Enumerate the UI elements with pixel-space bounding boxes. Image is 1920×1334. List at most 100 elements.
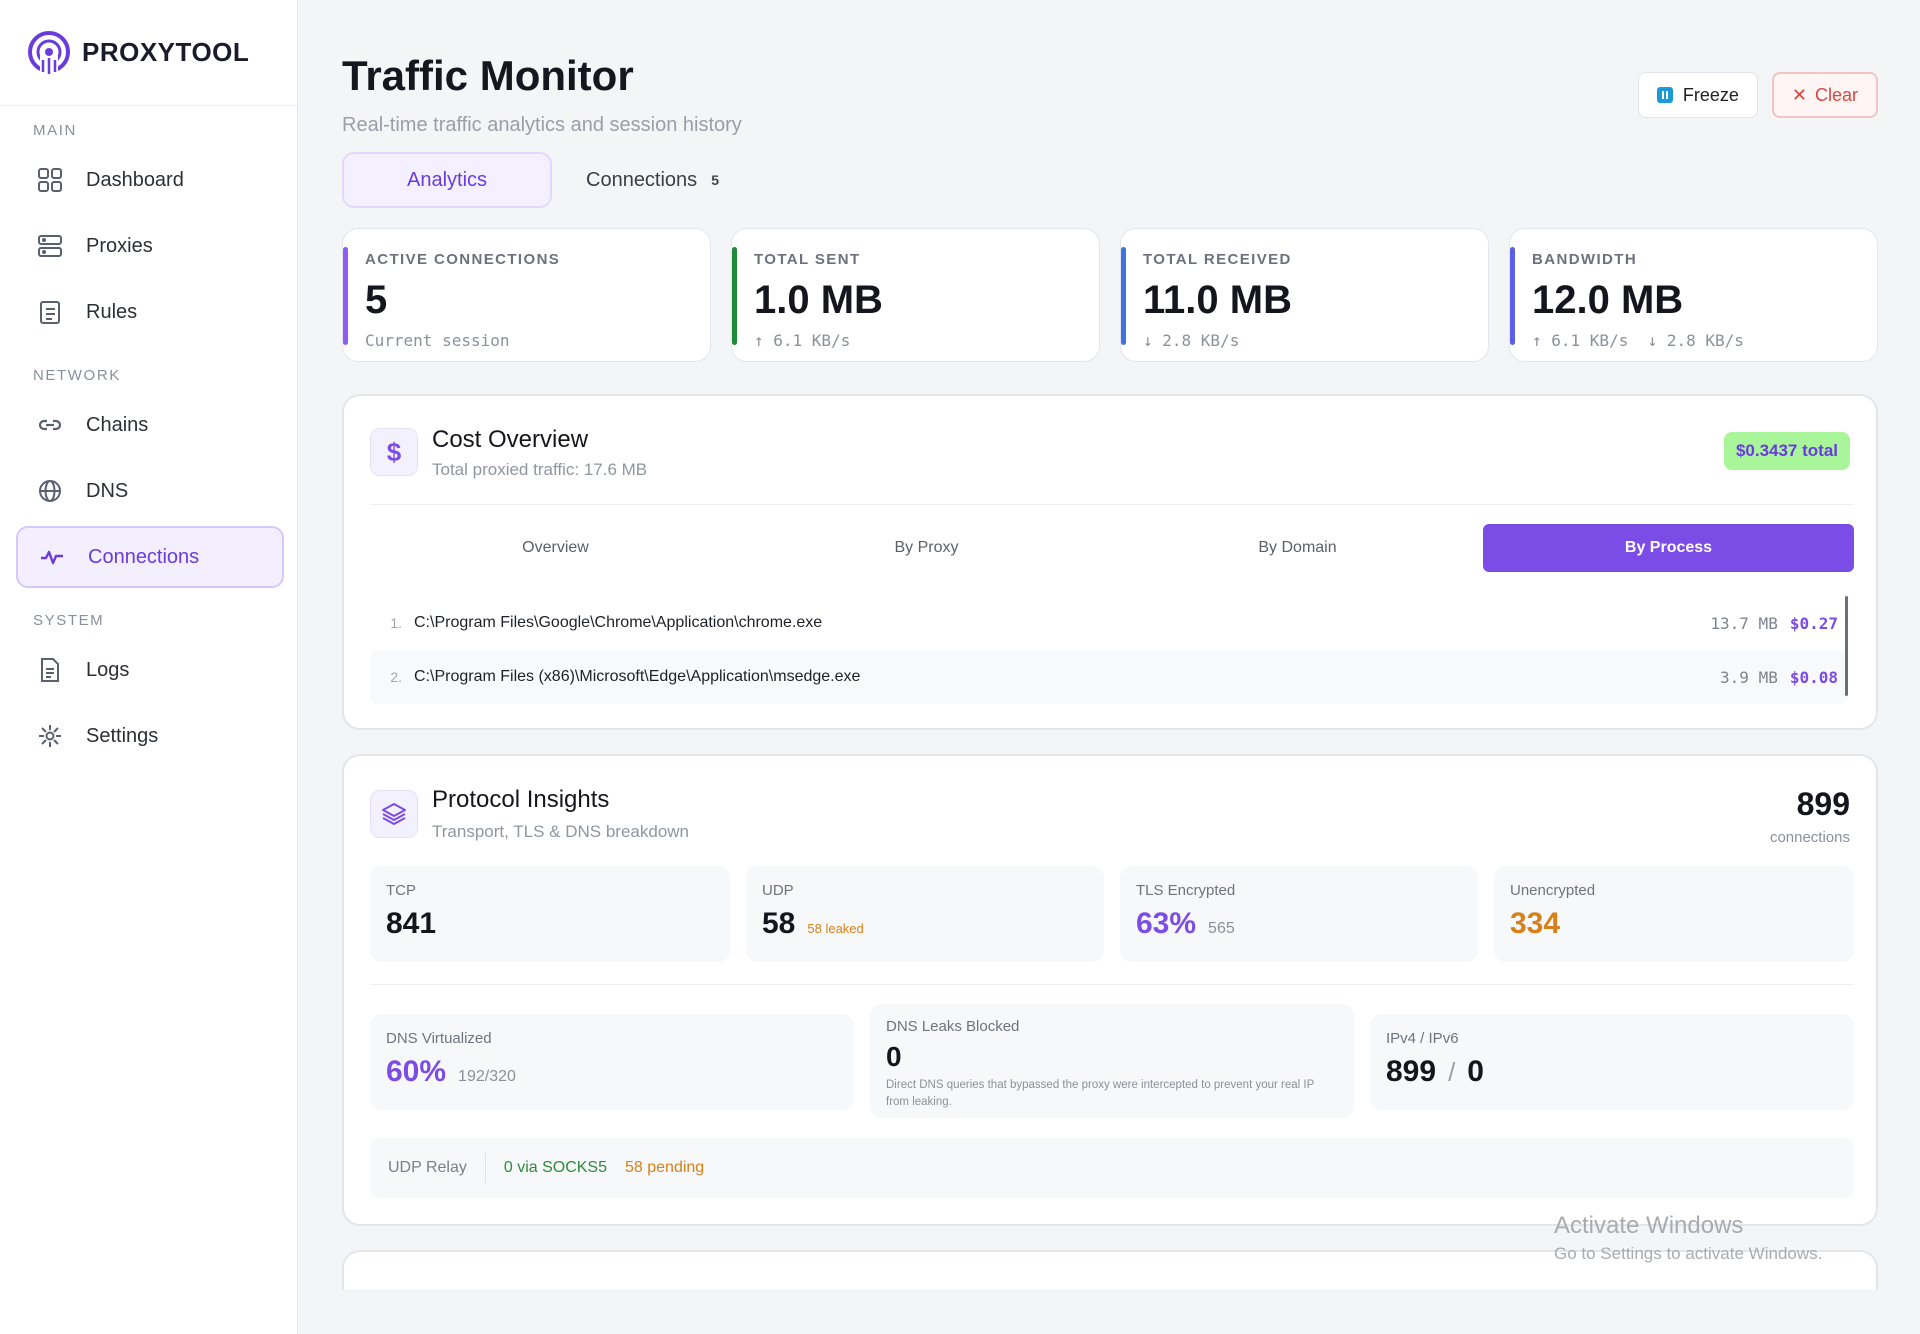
- total-connections-value: 899: [1796, 786, 1850, 822]
- unencrypted-value: 334: [1510, 907, 1561, 940]
- watermark-subtitle: Go to Settings to activate Windows.: [1554, 1244, 1823, 1263]
- page-title: Traffic Monitor: [342, 52, 634, 99]
- tab-analytics[interactable]: Analytics: [342, 152, 552, 208]
- segment-overview[interactable]: Overview: [522, 539, 589, 556]
- stat-accent-bar: [732, 247, 737, 345]
- tile-label: TLS Encrypted: [1136, 882, 1236, 899]
- tls-count: 565: [1208, 920, 1235, 937]
- sidebar-item-label: Connections: [88, 545, 200, 568]
- stat-label: TOTAL SENT: [754, 251, 861, 268]
- udp-relay-via: 0 via SOCKS5: [503, 1159, 607, 1176]
- link-icon: [36, 411, 64, 439]
- divider: [370, 504, 1854, 505]
- dollar-icon: $: [370, 428, 418, 476]
- stat-value: 12.0 MB: [1532, 278, 1684, 322]
- windows-activation-watermark: Activate Windows Go to Settings to activ…: [1554, 1212, 1822, 1264]
- tab-label: Connections: [586, 168, 698, 191]
- sidebar-item-dns[interactable]: DNS: [16, 460, 284, 522]
- sidebar-item-dashboard[interactable]: Dashboard: [16, 149, 284, 211]
- stat-sub: Current session: [365, 331, 510, 350]
- stat-accent-bar: [343, 247, 348, 345]
- tls-value: 63%: [1136, 907, 1197, 940]
- sidebar-item-settings[interactable]: Settings: [16, 705, 284, 767]
- tile-label: TCP: [386, 882, 416, 899]
- stat-sub: ↑ 6.1 KB/s ↓ 2.8 KB/s: [1532, 331, 1744, 350]
- segment-by-process[interactable]: By Process: [1483, 524, 1854, 572]
- stat-sub: ↓ 2.8 KB/s: [1143, 331, 1240, 350]
- stat-label: BANDWIDTH: [1532, 251, 1638, 268]
- unencrypted-tile: Unencrypted 334: [1494, 866, 1854, 962]
- cost-overview-card: $ Cost Overview Total proxied traffic: 1…: [342, 394, 1878, 730]
- dns-leaks-note: Direct DNS queries that bypassed the pro…: [886, 1079, 1315, 1108]
- ipv4-value: 899: [1386, 1055, 1437, 1088]
- process-path: C:\Program Files (x86)\Microsoft\Edge\Ap…: [414, 668, 861, 685]
- sidebar-item-proxies[interactable]: Proxies: [16, 215, 284, 277]
- gear-icon: [36, 722, 64, 750]
- row-number: 2.: [390, 669, 402, 685]
- process-path: C:\Program Files\Google\Chrome\Applicati…: [414, 614, 823, 631]
- stat-total-received: TOTAL RECEIVED 11.0 MB ↓ 2.8 KB/s: [1120, 228, 1489, 362]
- tile-value: 841: [386, 907, 714, 941]
- sidebar-item-rules[interactable]: Rules: [16, 281, 284, 343]
- sidebar-item-connections[interactable]: Connections: [16, 526, 284, 588]
- grid-icon: [36, 166, 64, 194]
- freeze-label: Freeze: [1682, 84, 1739, 105]
- scrollbar[interactable]: [1845, 596, 1848, 696]
- tile-value: 60% 192/320: [386, 1055, 838, 1089]
- dns-virtualized-value: 60%: [386, 1055, 447, 1088]
- watermark-title: Activate Windows: [1554, 1212, 1744, 1239]
- clipboard-icon: [36, 298, 64, 326]
- tile-value: 58 58 leaked: [762, 907, 1088, 941]
- tile-label: DNS Virtualized: [386, 1030, 492, 1047]
- main-content: Traffic Monitor Real-time traffic analyt…: [342, 0, 1878, 1334]
- connections-count-badge: 5: [711, 172, 719, 188]
- stat-value: 5: [365, 278, 388, 322]
- proxytool-logo-icon: [28, 30, 70, 76]
- close-icon: ✕: [1791, 84, 1807, 105]
- tile-label: IPv4 / IPv6: [1386, 1030, 1459, 1047]
- sidebar-item-label: Rules: [86, 300, 138, 323]
- tile-label: Unencrypted: [1510, 882, 1596, 899]
- nav-section-main: MAIN: [33, 122, 77, 139]
- segment-by-domain[interactable]: By Domain: [1258, 539, 1337, 556]
- process-size: 3.9 MB: [1720, 667, 1778, 687]
- process-size: 13.7 MB: [1710, 613, 1778, 633]
- freeze-button[interactable]: Freeze: [1637, 72, 1758, 118]
- tile-value: 334: [1510, 907, 1838, 941]
- process-cost: $0.27: [1789, 613, 1838, 633]
- stat-active-connections: ACTIVE CONNECTIONS 5 Current session: [342, 228, 711, 362]
- view-tabs: Analytics Connections 5: [342, 152, 719, 208]
- udp-relay-bar: UDP Relay 0 via SOCKS5 58 pending: [370, 1138, 1854, 1198]
- divider: [370, 984, 1854, 985]
- row-number: 1.: [390, 615, 402, 631]
- clear-label: Clear: [1814, 84, 1858, 105]
- list-item: 2. C:\Program Files (x86)\Microsoft\Edge…: [370, 650, 1848, 704]
- card-title: Protocol Insights: [432, 786, 610, 813]
- dns-virtualized-count: 192/320: [458, 1068, 516, 1085]
- total-connections-label: connections: [1769, 829, 1850, 846]
- process-cost: $0.08: [1789, 667, 1838, 687]
- bottom-cutoff: [298, 1290, 1920, 1334]
- server-icon: [36, 232, 64, 260]
- segment-by-proxy[interactable]: By Proxy: [894, 539, 959, 556]
- stat-value: 11.0 MB: [1143, 278, 1292, 322]
- brand: PROXYTOOL: [0, 0, 297, 106]
- cost-total-badge: $0.3437 total: [1723, 432, 1850, 470]
- udp-relay-label: UDP Relay: [388, 1159, 467, 1176]
- tile-label: UDP: [762, 882, 794, 899]
- cost-view-segments: Overview By Proxy By Domain By Process: [370, 524, 1854, 572]
- dns-leaks-value: 0: [886, 1041, 902, 1072]
- card-subtitle: Transport, TLS & DNS breakdown: [432, 822, 690, 841]
- pause-icon: [1656, 87, 1673, 103]
- tcp-tile: TCP 841: [370, 866, 730, 962]
- layers-icon: [370, 790, 418, 838]
- clear-button[interactable]: ✕ Clear: [1771, 72, 1878, 118]
- divider: [484, 1153, 486, 1183]
- sidebar-item-logs[interactable]: Logs: [16, 639, 284, 701]
- ipv6-value: 0: [1467, 1055, 1484, 1088]
- tls-tile: TLS Encrypted 63% 565: [1120, 866, 1478, 962]
- tab-connections[interactable]: Connections 5: [552, 152, 719, 208]
- ip-separator: /: [1448, 1057, 1456, 1087]
- sidebar-item-chains[interactable]: Chains: [16, 394, 284, 456]
- tile-value: 899 / 0: [1386, 1055, 1838, 1089]
